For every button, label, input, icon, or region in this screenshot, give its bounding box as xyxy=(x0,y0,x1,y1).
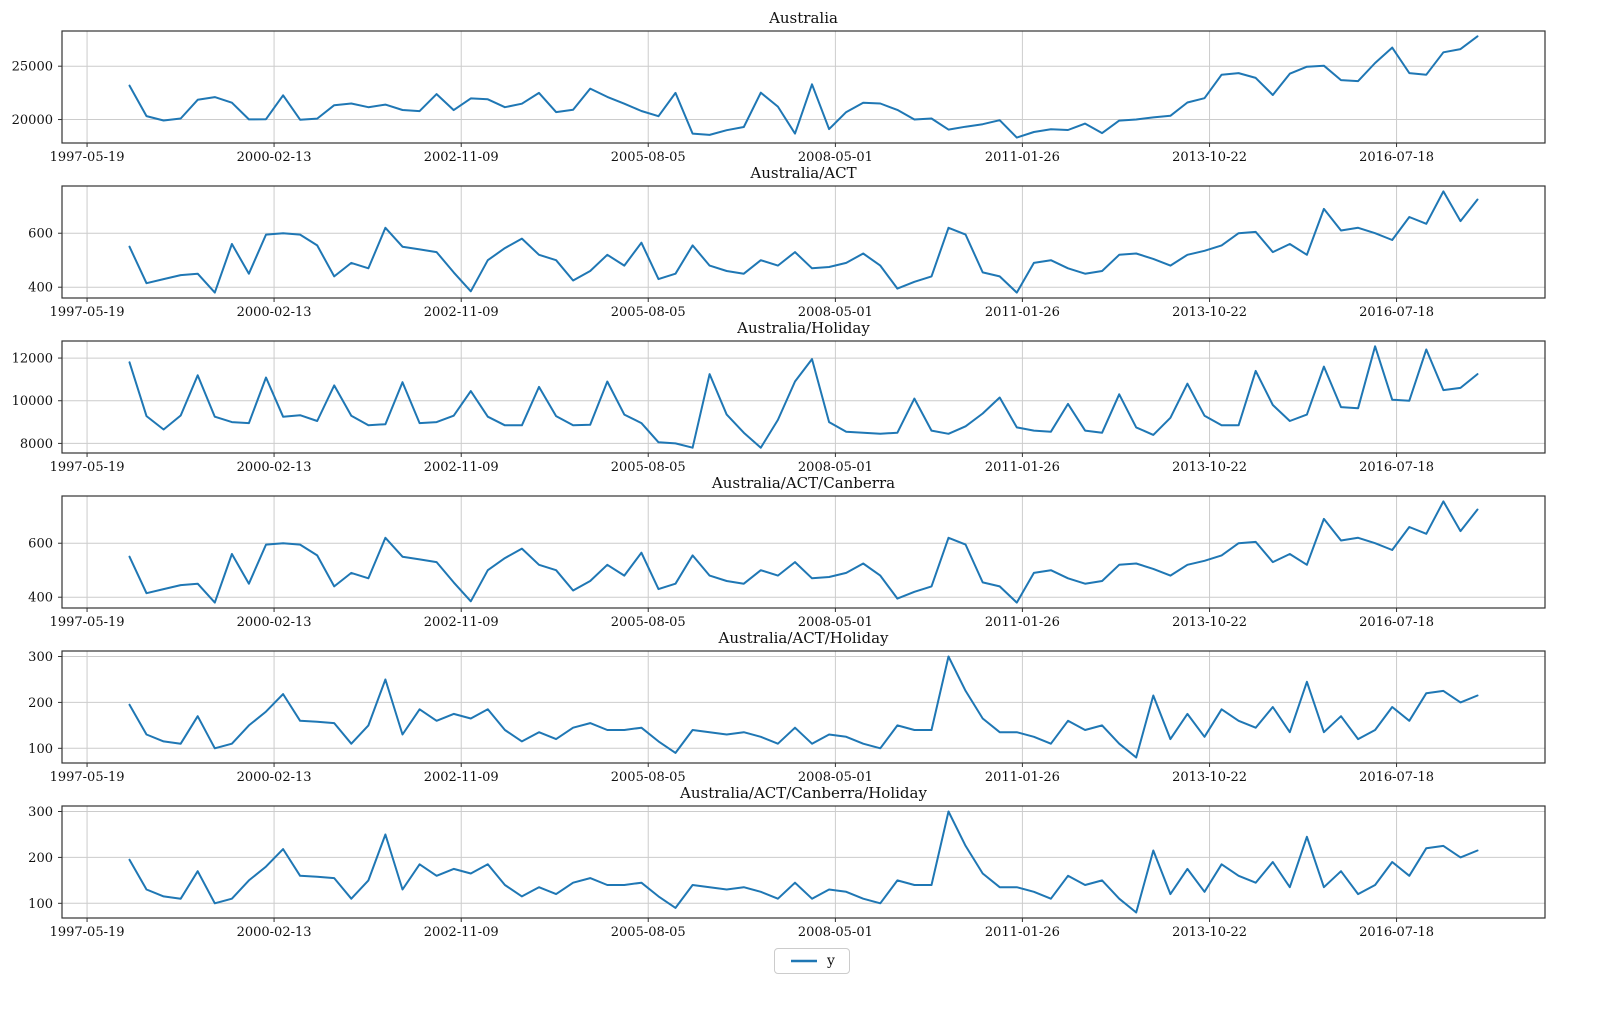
chart-panel-australia: Australia 20000 25000 1997-05-19 2000-02-13… xyxy=(0,6,1624,161)
x-tick-label: 2005-08-05 xyxy=(611,460,686,471)
x-tick-label: 2002-11-09 xyxy=(424,460,499,471)
y-tick-label: 400 xyxy=(28,591,53,606)
chart-title: Australia/ACT xyxy=(750,164,857,182)
x-tick-label: 2008-05-01 xyxy=(798,615,873,626)
y-tick-label: 600 xyxy=(28,227,53,242)
x-tick-label: 2005-08-05 xyxy=(611,770,686,781)
x-tick-label: 2011-01-26 xyxy=(985,770,1060,781)
legend-area: y xyxy=(0,948,1624,974)
x-tick-label: 2011-01-26 xyxy=(985,460,1060,471)
x-tick-label: 2016-07-18 xyxy=(1359,305,1434,316)
chart-panel-australia-act-canberra: Australia/ACT/Canberra 400 600 1997-05-19 2… xyxy=(0,471,1624,626)
x-tick-label: 2013-10-22 xyxy=(1172,770,1247,781)
x-tick-label: 2016-07-18 xyxy=(1359,150,1434,161)
series-line-y xyxy=(128,345,1479,449)
x-tick-label: 1997-05-19 xyxy=(50,925,125,936)
x-tick-label: 2002-11-09 xyxy=(424,925,499,936)
y-tick-label: 10000 xyxy=(12,394,53,409)
plot-frame xyxy=(61,650,1546,764)
x-tick-label: 2002-11-09 xyxy=(424,150,499,161)
line-chart-australia-act-holiday: 100 200 300 1997-05-19 2000-02-13 2002-11-09 2… xyxy=(28,650,1546,781)
chart-title: Australia/ACT/Canberra xyxy=(711,474,896,492)
x-tick-label: 2002-11-09 xyxy=(424,615,499,626)
x-tick-label: 2008-05-01 xyxy=(798,925,873,936)
x-tick-label: 2016-07-18 xyxy=(1359,460,1434,471)
x-tick-label: 2008-05-01 xyxy=(798,460,873,471)
y-tick-label: 100 xyxy=(28,897,53,912)
x-tick-label: 2000-02-13 xyxy=(237,460,312,471)
x-tick-label: 2000-02-13 xyxy=(237,770,312,781)
y-tick-label: 400 xyxy=(28,281,53,296)
series-line-y xyxy=(128,500,1479,604)
legend: y xyxy=(774,948,850,974)
x-tick-label: 2011-01-26 xyxy=(985,305,1060,316)
chart-title: Australia/Holiday xyxy=(737,319,870,337)
x-tick-label: 2000-02-13 xyxy=(237,150,312,161)
y-tick-label: 200 xyxy=(28,851,53,866)
x-tick-label: 1997-05-19 xyxy=(50,150,125,161)
x-tick-label: 2008-05-01 xyxy=(798,770,873,781)
x-tick-label: 1997-05-19 xyxy=(50,305,125,316)
x-tick-label: 2000-02-13 xyxy=(237,925,312,936)
chart-title: Australia/ACT/Canberra/Holiday xyxy=(680,784,927,802)
x-tick-label: 1997-05-19 xyxy=(50,460,125,471)
chart-panel-australia-act-holiday: Australia/ACT/Holiday 100 200 300 1997-05-1… xyxy=(0,626,1624,781)
series-line-y xyxy=(128,810,1479,914)
line-chart-australia-act-canberra-holiday: 100 200 300 1997-05-19 2000-02-13 2002-11-09 2… xyxy=(28,805,1546,936)
plot-frame xyxy=(61,805,1546,919)
line-chart-australia-act: 400 600 1997-05-19 2000-02-13 2002-11-09 2005… xyxy=(28,185,1546,316)
series-line-y xyxy=(128,35,1479,139)
y-tick-label: 25000 xyxy=(12,60,53,75)
x-tick-label: 2011-01-26 xyxy=(985,615,1060,626)
legend-label: y xyxy=(827,953,835,969)
x-tick-label: 1997-05-19 xyxy=(50,615,125,626)
chart-title: Australia xyxy=(769,9,838,27)
y-tick-label: 100 xyxy=(28,742,53,757)
x-tick-label: 2016-07-18 xyxy=(1359,615,1434,626)
chart-title: Australia/ACT/Holiday xyxy=(718,629,889,647)
x-tick-label: 2011-01-26 xyxy=(985,150,1060,161)
chart-panel-australia-holiday: Australia/Holiday 8000 10000 12000 1997-05-… xyxy=(0,316,1624,471)
x-tick-label: 2013-10-22 xyxy=(1172,925,1247,936)
x-tick-label: 2005-08-05 xyxy=(611,925,686,936)
x-tick-label: 2013-10-22 xyxy=(1172,150,1247,161)
figure: Australia 20000 25000 1997-05-19 2000-02-13… xyxy=(0,6,1624,974)
y-tick-label: 20000 xyxy=(12,113,53,128)
legend-line-icon xyxy=(791,959,818,963)
x-tick-label: 2011-01-26 xyxy=(985,925,1060,936)
x-tick-label: 2008-05-01 xyxy=(798,305,873,316)
x-tick-label: 2005-08-05 xyxy=(611,305,686,316)
line-chart-australia: 20000 25000 1997-05-19 2000-02-13 2002-11-09… xyxy=(12,30,1546,161)
y-tick-label: 300 xyxy=(28,650,53,665)
series-line-y xyxy=(128,190,1479,294)
x-tick-label: 2000-02-13 xyxy=(237,615,312,626)
chart-panel-australia-act-canberra-holiday: Australia/ACT/Canberra/Holiday 100 200 300… xyxy=(0,781,1624,936)
x-tick-label: 2013-10-22 xyxy=(1172,615,1247,626)
x-tick-label: 2013-10-22 xyxy=(1172,305,1247,316)
x-tick-label: 2013-10-22 xyxy=(1172,460,1247,471)
y-tick-label: 8000 xyxy=(20,437,53,452)
plot-frame xyxy=(61,30,1546,144)
x-tick-label: 2000-02-13 xyxy=(237,305,312,316)
plot-frame xyxy=(61,495,1546,609)
y-tick-label: 200 xyxy=(28,696,53,711)
series-line-y xyxy=(128,655,1479,759)
x-tick-label: 2008-05-01 xyxy=(798,150,873,161)
y-tick-label: 600 xyxy=(28,537,53,552)
x-tick-label: 2016-07-18 xyxy=(1359,770,1434,781)
x-tick-label: 2002-11-09 xyxy=(424,305,499,316)
x-tick-label: 2002-11-09 xyxy=(424,770,499,781)
y-tick-label: 12000 xyxy=(12,352,53,367)
chart-panel-australia-act: Australia/ACT 400 600 1997-05-19 2000-02-13… xyxy=(0,161,1624,316)
x-tick-label: 2016-07-18 xyxy=(1359,925,1434,936)
line-chart-australia-holiday: 8000 10000 12000 1997-05-19 2000-02-13 2002-1… xyxy=(12,340,1546,471)
y-tick-label: 300 xyxy=(28,805,53,820)
plot-frame xyxy=(61,340,1546,454)
plot-frame xyxy=(61,185,1546,299)
x-tick-label: 2005-08-05 xyxy=(611,615,686,626)
x-tick-label: 2005-08-05 xyxy=(611,150,686,161)
x-tick-label: 1997-05-19 xyxy=(50,770,125,781)
line-chart-australia-act-canberra: 400 600 1997-05-19 2000-02-13 2002-11-09 2005… xyxy=(28,495,1546,626)
